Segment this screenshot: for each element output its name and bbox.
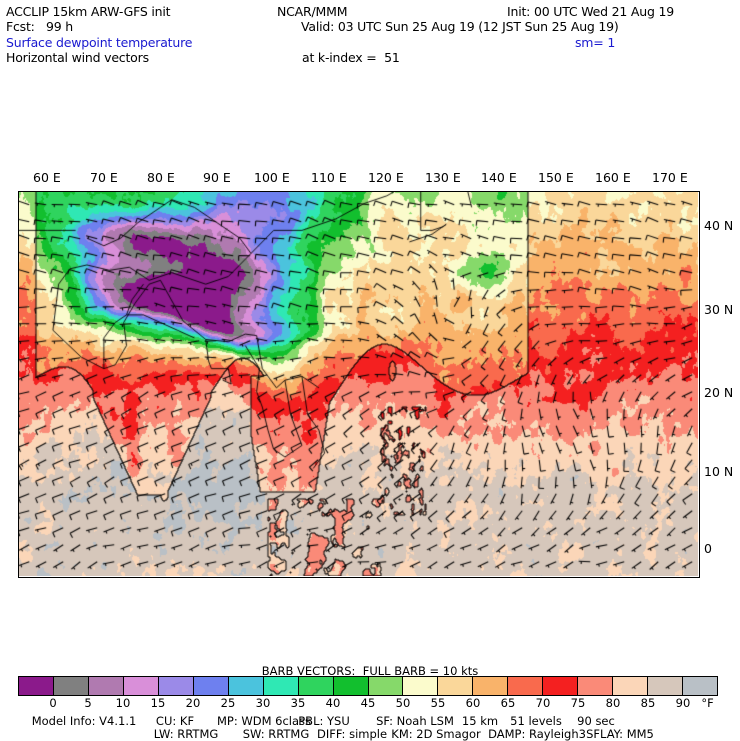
model-info-item: MP: WDM 6class [216, 714, 312, 728]
colorbar-swatch-13 [473, 677, 509, 695]
colorbar-swatch-9 [333, 677, 369, 695]
colorbar-swatch-0 [19, 677, 54, 695]
lon-label-100e: 100 E [254, 170, 290, 185]
colorbar-tick-65: 65 [500, 696, 516, 710]
colorbar-swatch-19 [683, 677, 718, 695]
barb-scale-legend: BARB VECTORS: FULL BARB = 10 kts [261, 664, 479, 678]
colorbar-swatch-12 [438, 677, 474, 695]
header-vector-type: Horizontal wind vectors [6, 50, 149, 65]
colorbar-tick-45: 45 [360, 696, 376, 710]
dewpoint-heatmap-canvas [19, 192, 698, 576]
colorbar-swatch-5 [193, 677, 229, 695]
colorbar-tick-labels: 0 5 10 15 20 25 30 35 40 45 50 55 60 65 70 75 80 85 90 °F [0, 696, 740, 712]
colorbar-tick-70: 70 [535, 696, 551, 710]
colorbar-swatch-10 [368, 677, 404, 695]
colorbar-tick-0: 0 [49, 696, 57, 710]
header-institution: NCAR/MMM [277, 4, 348, 19]
colorbar-unit-label: °F [701, 696, 714, 710]
header-k-index: at k-index = 51 [302, 50, 400, 65]
header-valid-time: Valid: 03 UTC Sun 25 Aug 19 (12 JST Sun … [301, 19, 619, 34]
model-info-item: DIFF: simple [316, 727, 388, 741]
colorbar-swatch-16 [578, 677, 614, 695]
model-info-item: 15 km [461, 714, 499, 728]
colorbar-tick-60: 60 [465, 696, 481, 710]
lat-label-10n: 10 N [704, 464, 734, 479]
colorbar-swatch-17 [613, 677, 649, 695]
header-init-time: Init: 00 UTC Wed 21 Aug 19 [507, 4, 674, 19]
lon-label-140e: 140 E [481, 170, 517, 185]
lon-label-70e: 70 E [90, 170, 118, 185]
colorbar-tick-15: 15 [150, 696, 166, 710]
lon-label-60e: 60 E [33, 170, 61, 185]
colorbar-swatch-14 [508, 677, 544, 695]
colorbar-tick-80: 80 [605, 696, 621, 710]
header-smoothing: sm= 1 [575, 35, 616, 50]
model-info-item: SFLAY: MM5 [586, 727, 654, 741]
model-info-item: SW: RRTMG [242, 727, 310, 741]
colorbar-swatch-8 [298, 677, 334, 695]
colorbar-swatch-6 [228, 677, 264, 695]
lon-label-150e: 150 E [538, 170, 574, 185]
model-info-item: PBL: YSU [298, 714, 350, 728]
lon-label-80e: 80 E [147, 170, 175, 185]
header-field-name: Surface dewpoint temperature [6, 35, 193, 50]
colorbar-tick-5: 5 [84, 696, 92, 710]
model-info-item: 90 sec [577, 714, 615, 728]
colorbar-swatch-2 [88, 677, 124, 695]
colorbar-swatch-15 [543, 677, 579, 695]
colorbar-swatch-7 [263, 677, 299, 695]
colorbar-swatch-3 [123, 677, 159, 695]
colorbar-tick-75: 75 [570, 696, 586, 710]
colorbar-tick-90: 90 [675, 696, 691, 710]
model-info-item: KM: 2D Smagor [391, 727, 481, 741]
model-info-item: DAMP: Rayleigh3 [488, 727, 586, 741]
header-model-title: ACCLIP 15km ARW-GFS init [6, 4, 171, 19]
lon-label-110e: 110 E [311, 170, 347, 185]
colorbar-tick-20: 20 [185, 696, 201, 710]
lat-label-20n: 20 N [704, 385, 734, 400]
colorbar-swatch-1 [53, 677, 89, 695]
lon-label-120e: 120 E [368, 170, 404, 185]
colorbar-swatch-11 [403, 677, 439, 695]
colorbar-swatch-18 [648, 677, 684, 695]
header-forecast-hour: Fcst: 99 h [6, 19, 74, 34]
colorbar-tick-35: 35 [290, 696, 306, 710]
lon-label-90e: 90 E [203, 170, 231, 185]
lat-label-0: 0 [704, 541, 712, 556]
colorbar-swatch-4 [158, 677, 194, 695]
colorbar-tick-30: 30 [255, 696, 271, 710]
model-info-item: CU: KF [155, 714, 195, 728]
colorbar-tick-10: 10 [115, 696, 131, 710]
colorbar [18, 676, 718, 696]
lon-label-170e: 170 E [652, 170, 688, 185]
model-info-item: 51 levels [510, 714, 562, 728]
colorbar-tick-40: 40 [325, 696, 341, 710]
map-plot-area[interactable] [18, 191, 700, 578]
colorbar-tick-85: 85 [640, 696, 656, 710]
lon-label-160e: 160 E [595, 170, 631, 185]
colorbar-tick-50: 50 [395, 696, 411, 710]
model-info-item: LW: RRTMG [153, 727, 219, 741]
lon-label-130e: 130 E [425, 170, 461, 185]
lat-label-40n: 40 N [704, 218, 734, 233]
lat-label-30n: 30 N [704, 302, 734, 317]
model-info-item: SF: Noah LSM [376, 714, 454, 728]
colorbar-tick-55: 55 [430, 696, 446, 710]
colorbar-tick-25: 25 [220, 696, 236, 710]
model-info-item: Model Info: V4.1.1 [31, 714, 137, 728]
